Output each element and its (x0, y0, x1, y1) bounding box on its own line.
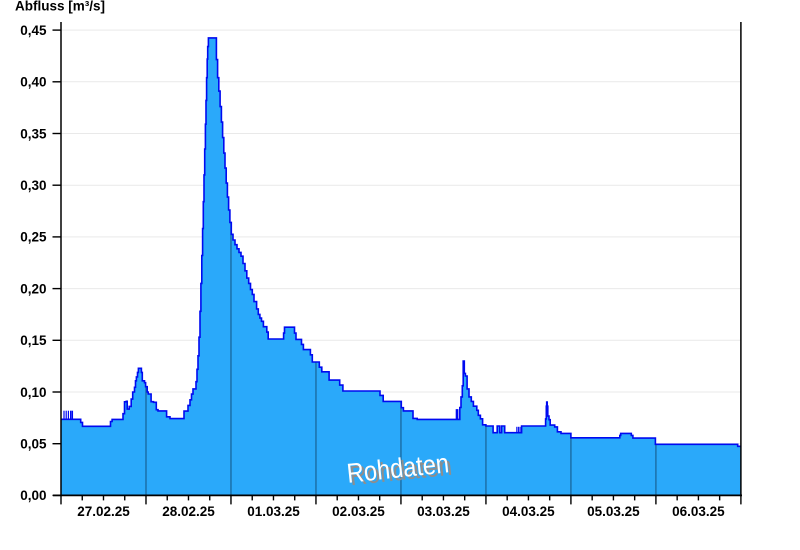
svg-text:0,20: 0,20 (20, 281, 46, 296)
svg-text:03.03.25: 03.03.25 (417, 504, 470, 519)
svg-text:0,15: 0,15 (20, 333, 47, 348)
svg-text:04.03.25: 04.03.25 (502, 504, 555, 519)
svg-text:0,25: 0,25 (20, 230, 47, 245)
svg-text:0,05: 0,05 (20, 437, 47, 452)
svg-text:0,30: 0,30 (20, 178, 46, 193)
svg-text:0,45: 0,45 (20, 23, 47, 38)
svg-text:02.03.25: 02.03.25 (332, 504, 385, 519)
svg-text:0,40: 0,40 (20, 75, 46, 90)
svg-text:01.03.25: 01.03.25 (247, 504, 300, 519)
svg-text:0,10: 0,10 (20, 385, 46, 400)
svg-text:06.03.25: 06.03.25 (672, 504, 725, 519)
svg-text:0,35: 0,35 (20, 126, 47, 141)
svg-text:0,00: 0,00 (20, 488, 46, 503)
svg-text:27.02.25: 27.02.25 (77, 504, 130, 519)
svg-text:05.03.25: 05.03.25 (587, 504, 640, 519)
svg-text:Abfluss [m³/s]: Abfluss [m³/s] (15, 0, 105, 14)
svg-text:28.02.25: 28.02.25 (162, 504, 215, 519)
